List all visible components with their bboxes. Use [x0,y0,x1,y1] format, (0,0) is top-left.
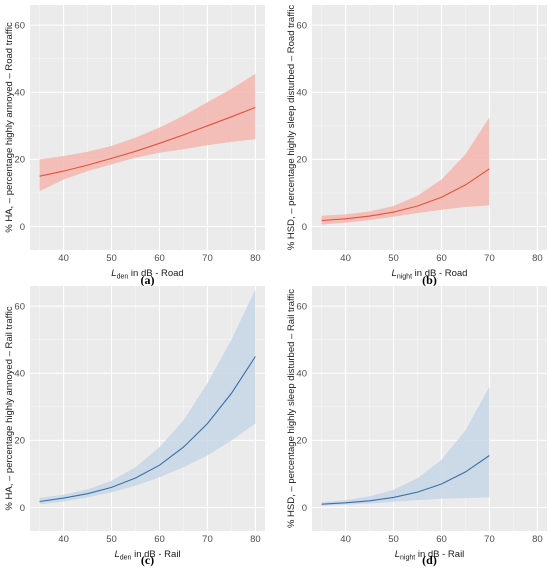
x-tick-label: 80 [532,253,543,264]
panel-label: (a) [141,273,155,287]
panel-label: (b) [422,273,437,287]
y-axis-label: % HSD, – percentage highly sleep disturb… [286,5,297,251]
x-axis-label: Lnight in dB - Rail [395,549,465,562]
chart-panel-4: 40 50 60 70 80 0 20 40 60 Lnight in dB - Rail % HS… [286,286,547,567]
plot-background [312,5,547,250]
x-tick-label: 40 [340,253,351,264]
confidence-band [321,117,490,225]
x-axis-label: Lden in dB - Road [111,268,183,281]
panel-label: (c) [141,553,154,567]
x-tick-label: 70 [202,253,213,264]
y-tick-label: 40 [296,88,307,99]
y-tick-label: 20 [296,155,307,166]
x-axis-label: Lden in dB - Rail [114,549,180,562]
y-tick-label: 20 [14,155,25,166]
series-line [39,356,256,503]
y-tick-label: 0 [302,503,307,514]
panel-label: (d) [422,553,437,567]
y-axis-label: % HA, – percentage highly annoyed – Road… [4,22,15,233]
x-tick-label: 60 [436,534,447,545]
y-tick-label: 40 [14,88,25,99]
x-tick-label: 60 [436,253,447,264]
y-axis-label: % HA, – percentage highly annoyed – Rail… [4,306,15,510]
y-axis-label: % HSD, – percentage highly sleep disturb… [286,289,297,528]
x-tick-label: 80 [250,534,261,545]
series-line [321,455,490,505]
series-line [39,106,256,177]
x-tick-label: 50 [106,534,117,545]
x-tick-label: 70 [484,534,495,545]
x-tick-label: 50 [388,253,399,264]
y-tick-label: 60 [296,20,307,31]
y-tick-label: 20 [14,436,25,447]
x-tick-label: 60 [154,534,165,545]
y-tick-label: 40 [14,369,25,380]
x-tick-label: 40 [340,534,351,545]
chart-panel-3: 40 50 60 70 80 0 20 40 60 Lden in dB - Rail % HA, … [4,286,265,567]
y-tick-label: 40 [296,369,307,380]
confidence-band [321,386,490,506]
x-tick-label: 80 [250,253,261,264]
chart-panel-2: 40 50 60 70 80 0 20 40 60 Lnight in dB - Road % HS… [286,5,547,287]
y-tick-label: 60 [14,20,25,31]
x-tick-label: 80 [532,534,543,545]
series-line [321,168,490,222]
x-tick-label: 50 [106,253,117,264]
y-tick-label: 60 [14,301,25,312]
x-tick-label: 50 [388,534,399,545]
y-tick-label: 20 [296,436,307,447]
chart-panel-1: 40 50 60 70 80 0 20 40 60 Lden in dB - Road % HA, … [4,5,265,287]
y-tick-label: 0 [302,222,307,233]
y-tick-label: 0 [20,503,25,514]
x-axis-label: Lnight in dB - Road [392,268,468,281]
y-tick-label: 60 [296,301,307,312]
x-tick-label: 70 [484,253,495,264]
confidence-band [39,73,256,192]
y-tick-label: 0 [20,222,25,233]
x-tick-label: 60 [154,253,165,264]
x-tick-label: 40 [58,534,69,545]
x-tick-label: 40 [58,253,69,264]
confidence-band [39,289,256,505]
x-tick-label: 70 [202,534,213,545]
